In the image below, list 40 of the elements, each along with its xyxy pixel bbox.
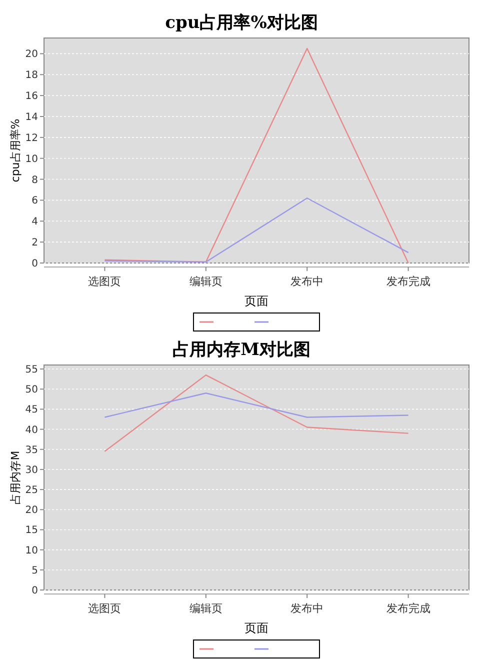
x-axis-title: 页面 bbox=[244, 294, 268, 308]
y-tick-label: 0 bbox=[32, 258, 38, 270]
y-tick-label: 20 bbox=[25, 505, 38, 516]
y-tick-label: 4 bbox=[32, 216, 38, 228]
y-tick-label: 55 bbox=[25, 364, 38, 376]
x-axis-title: 页面 bbox=[244, 621, 268, 635]
chart-title: 占用内存M对比图 bbox=[172, 340, 310, 360]
y-tick-label: 0 bbox=[32, 586, 38, 596]
y-tick-label: 8 bbox=[32, 174, 38, 186]
y-tick-label: 16 bbox=[25, 91, 38, 102]
x-tick-label: 发布完成 bbox=[386, 602, 430, 615]
x-tick-label: 发布完成 bbox=[386, 275, 430, 288]
y-tick-label: 6 bbox=[32, 196, 38, 207]
y-axis-title: 占用内存M bbox=[9, 450, 22, 504]
y-tick-label: 35 bbox=[25, 444, 38, 456]
y-tick-label: 50 bbox=[25, 384, 38, 396]
y-tick-label: 5 bbox=[32, 565, 38, 576]
line-series bbox=[104, 198, 409, 263]
y-tick-label: 18 bbox=[25, 70, 38, 82]
chart-title: cpu占用率%对比图 bbox=[165, 13, 318, 33]
x-tick-label: 编辑页 bbox=[189, 602, 222, 615]
y-tick-label: 20 bbox=[25, 49, 38, 60]
x-tick-label: 选图页 bbox=[88, 275, 122, 288]
y-tick-label: 30 bbox=[25, 464, 38, 476]
y-tick-label: 2 bbox=[32, 238, 38, 249]
y-tick-label: 25 bbox=[25, 485, 38, 496]
y-tick-label: 10 bbox=[25, 154, 38, 165]
y-tick-label: 12 bbox=[25, 132, 38, 144]
y-axis-title: cpu占用率% bbox=[9, 118, 22, 182]
x-tick-label: 选图页 bbox=[88, 602, 122, 615]
y-tick-label: 45 bbox=[25, 404, 38, 416]
line-series bbox=[104, 48, 409, 264]
x-tick-label: 发布中 bbox=[290, 275, 324, 288]
y-tick-label: 10 bbox=[25, 545, 38, 556]
x-tick-label: 编辑页 bbox=[189, 275, 222, 288]
y-tick-label: 14 bbox=[25, 112, 38, 123]
x-tick-label: 发布中 bbox=[290, 602, 324, 615]
y-tick-label: 40 bbox=[25, 424, 38, 436]
line-series bbox=[104, 374, 409, 452]
y-tick-label: 15 bbox=[25, 525, 38, 536]
